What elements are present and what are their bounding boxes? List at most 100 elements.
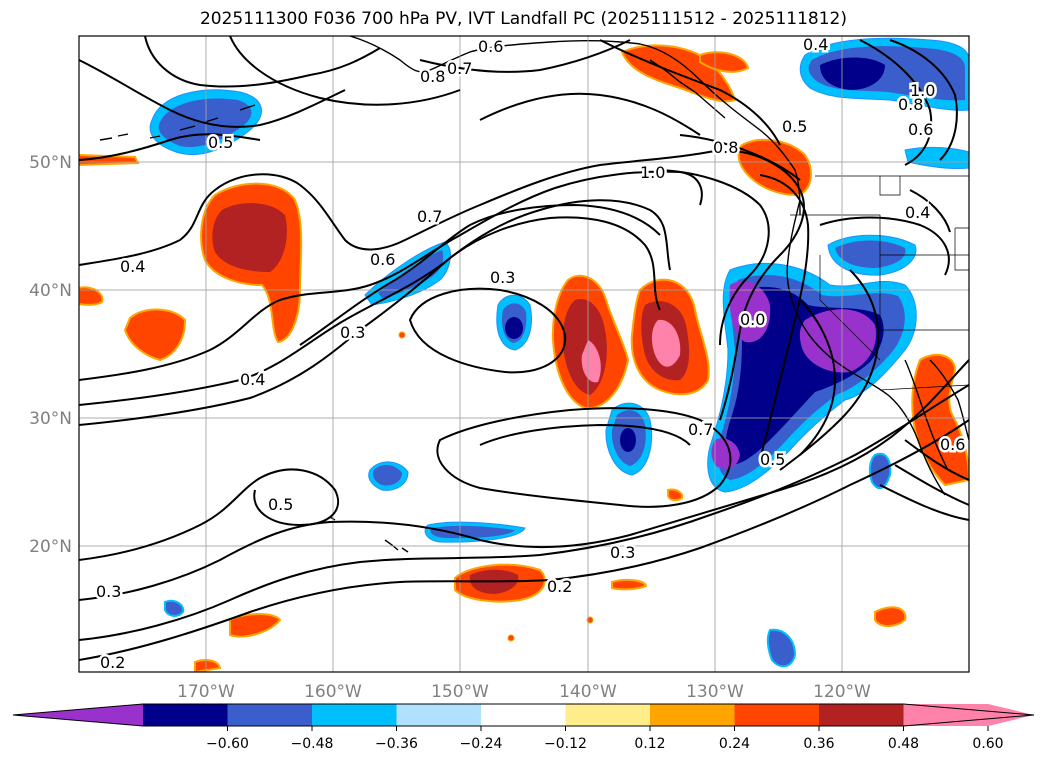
lon-label-170w: 170°W bbox=[177, 682, 235, 702]
border-oregon-idaho bbox=[790, 214, 969, 256]
contour-north-pacific-2 bbox=[79, 59, 346, 128]
anomaly-blob-interior-blue bbox=[827, 234, 917, 276]
colorbar-tick-label: 0.48 bbox=[888, 736, 919, 752]
colorbar-tick-label: −0.60 bbox=[206, 736, 249, 752]
contour-08-upper bbox=[679, 134, 801, 181]
gridlines bbox=[79, 36, 969, 672]
contour-label: 0.5 bbox=[760, 450, 785, 469]
contour-04-west bbox=[79, 149, 721, 266]
border-idaho-panhandle bbox=[879, 176, 901, 196]
contour-06-main bbox=[79, 216, 661, 426]
contour-label: 0.4 bbox=[240, 370, 265, 389]
contour-08 bbox=[719, 149, 805, 421]
colorbar-segment bbox=[227, 704, 313, 726]
colorbar-segment bbox=[396, 704, 482, 726]
contour-03-closed bbox=[408, 287, 567, 374]
contour-east-7 bbox=[879, 484, 969, 521]
contour-label: 0.8 bbox=[420, 67, 445, 86]
coastline-alaska-bc bbox=[349, 36, 801, 216]
border-nv-az bbox=[879, 255, 969, 331]
colorbar-segment bbox=[143, 704, 228, 726]
lon-label-130w: 130°W bbox=[686, 682, 744, 702]
contour-label: 1.0 bbox=[910, 81, 935, 100]
contour-label: 0.0 bbox=[740, 310, 765, 329]
anomaly-blob-s-red bbox=[194, 331, 907, 672]
border-ca-nv bbox=[819, 255, 881, 361]
contour-label: 0.8 bbox=[898, 95, 923, 114]
anomaly-blob-c-blue-small bbox=[496, 294, 532, 351]
map-title: 2025111300 F036 700 hPa PV, IVT Landfall… bbox=[199, 9, 847, 29]
anomaly-blob-blue-32n bbox=[605, 402, 653, 476]
contour-south-mid bbox=[79, 384, 969, 641]
coastline-us-west bbox=[786, 199, 946, 496]
border-us-mexico bbox=[879, 384, 969, 391]
contour-07 bbox=[299, 203, 661, 346]
contour-07-closed bbox=[436, 407, 732, 508]
contour-03-main bbox=[79, 199, 671, 406]
contour-north-pacific-4 bbox=[419, 39, 631, 73]
contour-east-1 bbox=[759, 174, 810, 461]
colorbar-tick-label: 0.12 bbox=[634, 736, 665, 752]
contour-label: 0.4 bbox=[905, 203, 930, 222]
longitude-labels: 170°W 160°W 150°W 140°W 130°W 120°W bbox=[177, 682, 871, 702]
colorbar-segment bbox=[312, 704, 397, 726]
contour-label: 0.7 bbox=[688, 420, 713, 439]
colorbar-tick-label: 0.24 bbox=[719, 736, 750, 752]
colorbar-tick-label: −0.36 bbox=[375, 736, 418, 752]
anomaly-blob-e-blue-complex bbox=[707, 262, 917, 493]
coastline-mexico bbox=[929, 359, 969, 441]
map-frame bbox=[78, 35, 970, 673]
anomaly-blob-sw-blue bbox=[164, 452, 892, 668]
contour-east-3 bbox=[779, 269, 880, 471]
colorbar-tick-label: −0.24 bbox=[460, 736, 503, 752]
contour-05-nw bbox=[79, 133, 261, 161]
colorbar-segment bbox=[819, 704, 904, 726]
contour-east-6 bbox=[894, 464, 969, 506]
anomaly-blob-w-red-3 bbox=[79, 286, 104, 306]
anomaly-blob-c-blue-streak bbox=[364, 241, 451, 306]
contour-label-group: 0.6 0.7 0.8 0.4 0.8 1.0 0.6 0.5 0.8 1.0 … bbox=[94, 35, 968, 672]
contour-label: 0.3 bbox=[490, 268, 515, 287]
lat-label-40n: 40°N bbox=[29, 281, 72, 301]
colorbar-tick-label: −0.48 bbox=[291, 736, 334, 752]
lat-label-30n: 30°N bbox=[29, 409, 72, 429]
contour-ne-2 bbox=[859, 39, 933, 166]
contour-label: 0.7 bbox=[417, 207, 442, 226]
contour-east-4 bbox=[799, 299, 837, 456]
lon-label-140w: 140°W bbox=[559, 682, 617, 702]
contour-south-inner bbox=[479, 423, 691, 446]
contour-ne-3 bbox=[909, 189, 951, 233]
contour-ne-1 bbox=[889, 39, 958, 161]
colorbar-segment bbox=[481, 704, 566, 726]
colorbar-segment bbox=[650, 704, 735, 726]
lon-label-160w: 160°W bbox=[304, 682, 362, 702]
contour-label: 0.6 bbox=[908, 120, 933, 139]
contour-label: 0.2 bbox=[547, 577, 572, 596]
contour-02-south bbox=[79, 419, 969, 661]
contour-05-sw bbox=[79, 468, 340, 561]
colorbar: −0.60 −0.48 −0.36 −0.24 −0.12 0.12 0.24 0.36 0.4… bbox=[12, 703, 1035, 752]
anomaly-blob-c-red-pair bbox=[551, 274, 710, 410]
contour-label: 0.3 bbox=[96, 582, 121, 601]
contour-05-north bbox=[479, 92, 701, 136]
contour-04-main bbox=[79, 170, 703, 381]
contour-03-south bbox=[79, 359, 969, 601]
lat-label-20n: 20°N bbox=[29, 537, 72, 557]
contour-label: 0.5 bbox=[782, 117, 807, 136]
colorbar-arrow-high bbox=[903, 704, 1034, 726]
contour-east-2 bbox=[819, 216, 950, 276]
anomaly-blob-w-red-4 bbox=[123, 308, 187, 362]
contour-label: 0.5 bbox=[208, 133, 233, 152]
contour-10 bbox=[659, 169, 770, 346]
contour-label: 0.2 bbox=[100, 653, 125, 672]
contour-label: 0.4 bbox=[803, 35, 828, 54]
border-mt-wy bbox=[954, 227, 969, 271]
coastline-aleutians bbox=[99, 104, 256, 141]
coastline-baja bbox=[904, 359, 949, 471]
contour-label: 0.6 bbox=[940, 435, 965, 454]
colorbar-tick-label: 0.36 bbox=[803, 736, 834, 752]
contour-label: 0.8 bbox=[713, 138, 738, 157]
contour-label: 0.6 bbox=[370, 250, 395, 269]
lon-label-120w: 120°W bbox=[813, 682, 871, 702]
map-content: 0.6 0.7 0.8 0.4 0.8 1.0 0.6 0.5 0.8 1.0 … bbox=[79, 35, 969, 672]
